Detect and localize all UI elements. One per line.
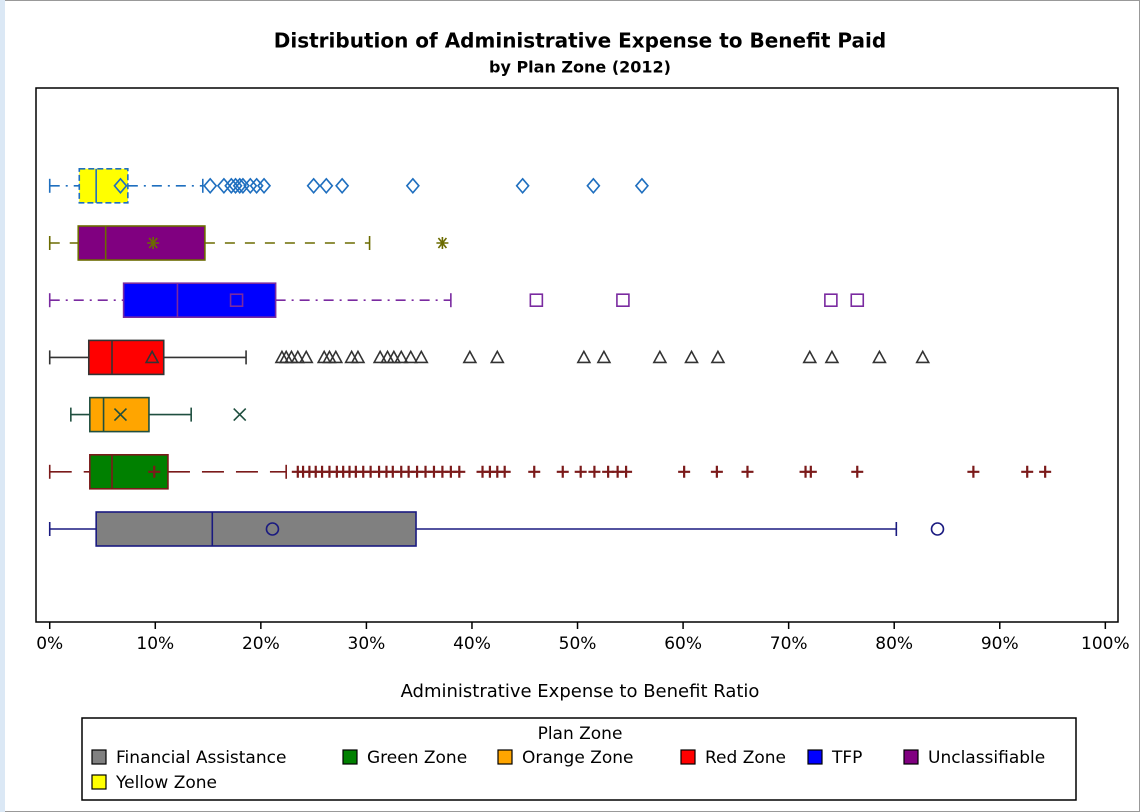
marker — [576, 349, 592, 364]
marker — [403, 349, 419, 364]
marker — [436, 237, 449, 249]
marker — [586, 177, 601, 195]
marker — [453, 465, 466, 478]
marker — [620, 465, 633, 478]
marker — [372, 349, 388, 364]
box — [122, 282, 277, 319]
legend-swatch — [807, 749, 823, 765]
legend-swatch — [91, 774, 107, 790]
marker — [741, 465, 754, 478]
marker — [515, 177, 530, 195]
marker — [1039, 465, 1052, 478]
marker — [393, 349, 409, 364]
legend-swatch — [91, 749, 107, 765]
legend-label: TFP — [831, 748, 862, 768]
legend-swatch — [342, 749, 358, 765]
marker — [528, 465, 541, 478]
marker — [824, 349, 840, 364]
legend-label: Unclassifiable — [928, 748, 1045, 768]
marker — [529, 293, 544, 308]
marker — [967, 465, 980, 478]
marker — [256, 177, 272, 195]
x-axis-label: Administrative Expense to Benefit Ratio — [401, 681, 760, 702]
marker — [203, 177, 218, 195]
marker — [824, 293, 838, 308]
marker — [462, 349, 478, 364]
box — [78, 168, 129, 204]
marker — [872, 349, 887, 364]
marker — [802, 349, 818, 364]
marker — [144, 349, 160, 364]
chart-subtitle: by Plan Zone (2012) — [489, 58, 671, 77]
box — [77, 225, 206, 261]
marker — [930, 522, 945, 536]
marker — [684, 349, 699, 364]
legend-swatch — [680, 749, 696, 765]
marker — [405, 177, 420, 195]
legend-swatch — [497, 749, 513, 765]
marker — [335, 177, 350, 195]
marker — [233, 408, 247, 422]
marker — [498, 465, 511, 478]
x-tick-label: 70% — [770, 634, 808, 654]
chart-title: Distribution of Administrative Expense t… — [274, 29, 886, 53]
marker — [678, 465, 691, 478]
marker — [574, 465, 587, 478]
marker — [386, 349, 402, 364]
legend-label: Green Zone — [367, 748, 467, 768]
marker — [588, 465, 601, 478]
marker — [147, 237, 160, 249]
box — [89, 453, 169, 490]
marker — [306, 177, 321, 195]
marker — [616, 293, 630, 308]
box — [95, 511, 417, 547]
marker — [243, 177, 258, 195]
x-tick-label: 80% — [875, 634, 913, 654]
legend-label: Red Zone — [705, 748, 786, 768]
marker — [489, 349, 505, 364]
marker — [229, 293, 244, 308]
x-tick-label: 60% — [664, 634, 702, 654]
marker — [710, 465, 723, 478]
x-tick-label: 90% — [981, 634, 1019, 654]
marker — [298, 349, 314, 364]
marker — [148, 465, 161, 478]
marker — [265, 522, 280, 536]
marker — [1021, 465, 1034, 478]
marker — [328, 349, 344, 364]
marker — [232, 177, 247, 195]
legend-title: Plan Zone — [538, 724, 623, 744]
marker — [710, 349, 726, 364]
marker — [113, 408, 128, 422]
marker — [413, 349, 429, 364]
legend-swatch — [903, 749, 919, 765]
marker — [804, 465, 817, 478]
marker — [290, 349, 306, 364]
window-edge — [0, 0, 5, 812]
marker — [556, 465, 569, 478]
marker — [915, 349, 931, 364]
marker — [851, 465, 864, 478]
marker — [850, 293, 865, 308]
x-tick-label: 50% — [559, 634, 597, 654]
legend-label: Financial Assistance — [116, 748, 286, 768]
legend-label: Orange Zone — [522, 748, 634, 768]
marker — [350, 349, 366, 364]
x-tick-label: 40% — [453, 634, 491, 654]
x-tick-label: 10% — [136, 634, 174, 654]
marker — [113, 177, 128, 195]
legend-label: Yellow Zone — [115, 773, 217, 793]
marker — [634, 177, 649, 195]
marker — [596, 349, 612, 364]
marker — [652, 349, 668, 364]
x-tick-label: 100% — [1081, 634, 1130, 654]
marker — [319, 177, 334, 195]
x-tick-label: 20% — [242, 634, 280, 654]
x-tick-label: 30% — [348, 634, 386, 654]
x-tick-label: 0% — [36, 634, 63, 654]
box — [87, 339, 165, 376]
